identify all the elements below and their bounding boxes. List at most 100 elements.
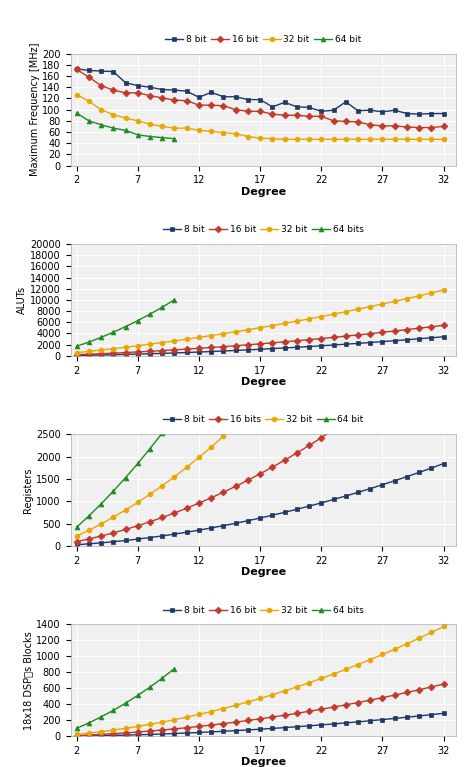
16 bit (319, 112, 324, 121)
32 bit (441, 622, 446, 631)
16 bit (270, 338, 275, 347)
64 bits (172, 295, 177, 304)
8 bit (233, 346, 238, 355)
8 bit (220, 521, 226, 530)
16 bit (123, 729, 128, 738)
8 bit (172, 85, 177, 94)
8 bit (184, 729, 189, 738)
16 bit (331, 703, 337, 712)
32 bit (159, 481, 165, 490)
16 bit (196, 722, 202, 731)
X-axis label: Degree: Degree (241, 377, 286, 387)
16 bit (294, 110, 300, 120)
32 bit (355, 304, 361, 314)
8 bit (392, 336, 398, 345)
32 bit (233, 701, 238, 710)
8 bit (86, 731, 92, 740)
32 bit (306, 344, 312, 353)
16 bits (368, 400, 373, 409)
8 bit (110, 537, 116, 546)
64 bits (123, 699, 128, 708)
32 bit (392, 135, 398, 144)
8 bit (416, 334, 422, 344)
8 bit (172, 348, 177, 357)
16 bit (110, 729, 116, 739)
32 bit (135, 498, 141, 507)
32 bit (416, 135, 422, 144)
16 bit (294, 709, 300, 718)
8 bit (257, 344, 263, 354)
32 bit (123, 114, 128, 123)
32 bit (123, 724, 128, 733)
16 bit (159, 726, 165, 735)
8 bit (86, 66, 92, 75)
8 bit (98, 538, 104, 548)
Legend: 8 bit, 16 bits, 32 bit, 64 bit: 8 bit, 16 bits, 32 bit, 64 bit (159, 412, 367, 428)
8 bit (98, 731, 104, 740)
32 bit (380, 299, 385, 308)
8 bit (245, 95, 251, 104)
8 bit (196, 525, 202, 535)
32 bit (74, 532, 79, 541)
32 bit (86, 347, 92, 356)
16 bit (368, 120, 373, 130)
32 bit (196, 126, 202, 135)
32 bit (172, 715, 177, 724)
16 bits (282, 456, 288, 465)
16 bit (98, 729, 104, 739)
16 bit (355, 117, 361, 127)
8 bit (135, 81, 141, 91)
64 bit (159, 428, 165, 437)
32 bit (270, 384, 275, 393)
32 bit (368, 655, 373, 664)
16 bit (380, 328, 385, 337)
8 bit (270, 511, 275, 520)
16 bit (208, 343, 214, 352)
32 bit (441, 135, 446, 144)
16 bit (429, 683, 434, 692)
16 bits (74, 537, 79, 546)
32 bit (306, 314, 312, 324)
64 bits (74, 724, 79, 733)
16 bit (429, 123, 434, 132)
16 bit (343, 117, 349, 126)
32 bit (331, 314, 337, 324)
8 bit (441, 709, 446, 718)
8 bit (368, 106, 373, 115)
16 bit (368, 696, 373, 705)
8 bit (74, 64, 79, 74)
16 bits (294, 449, 300, 458)
64 bit (86, 117, 92, 126)
32 bit (404, 135, 410, 144)
16 bit (380, 121, 385, 130)
8 bit (196, 728, 202, 737)
32 bit (392, 644, 398, 653)
8 bit (380, 715, 385, 724)
16 bits (429, 351, 434, 360)
16 bit (331, 333, 337, 342)
8 bit (208, 727, 214, 736)
8 bit (196, 93, 202, 102)
64 bits (123, 322, 128, 331)
Line: 64 bit: 64 bit (74, 110, 177, 141)
32 bit (306, 678, 312, 687)
32 bit (380, 251, 385, 260)
16 bit (429, 322, 434, 331)
8 bit (416, 711, 422, 720)
32 bit (319, 312, 324, 321)
32 bit (294, 683, 300, 692)
8 bit (208, 87, 214, 97)
32 bit (429, 135, 434, 144)
8 bit (429, 333, 434, 342)
32 bit (86, 729, 92, 738)
8 bit (172, 729, 177, 738)
8 bit (74, 540, 79, 549)
8 bit (380, 480, 385, 489)
64 bits (172, 664, 177, 673)
64 bit (135, 130, 141, 140)
64 bits (147, 683, 153, 692)
32 bit (74, 729, 79, 739)
8 bit (147, 533, 153, 542)
8 bit (319, 107, 324, 116)
8 bit (245, 726, 251, 735)
